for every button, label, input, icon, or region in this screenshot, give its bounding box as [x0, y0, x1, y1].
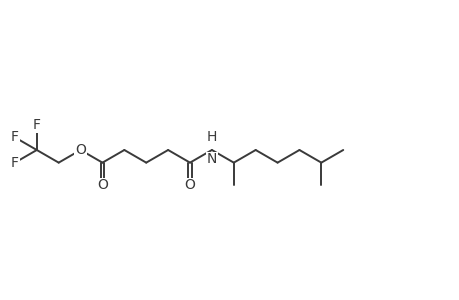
Text: O: O — [184, 178, 195, 192]
Text: F: F — [11, 156, 19, 170]
Text: N: N — [206, 152, 217, 167]
Text: F: F — [11, 130, 19, 144]
Text: F: F — [33, 118, 41, 132]
Text: O: O — [75, 143, 86, 157]
Text: O: O — [97, 178, 108, 192]
Text: H: H — [206, 130, 217, 144]
